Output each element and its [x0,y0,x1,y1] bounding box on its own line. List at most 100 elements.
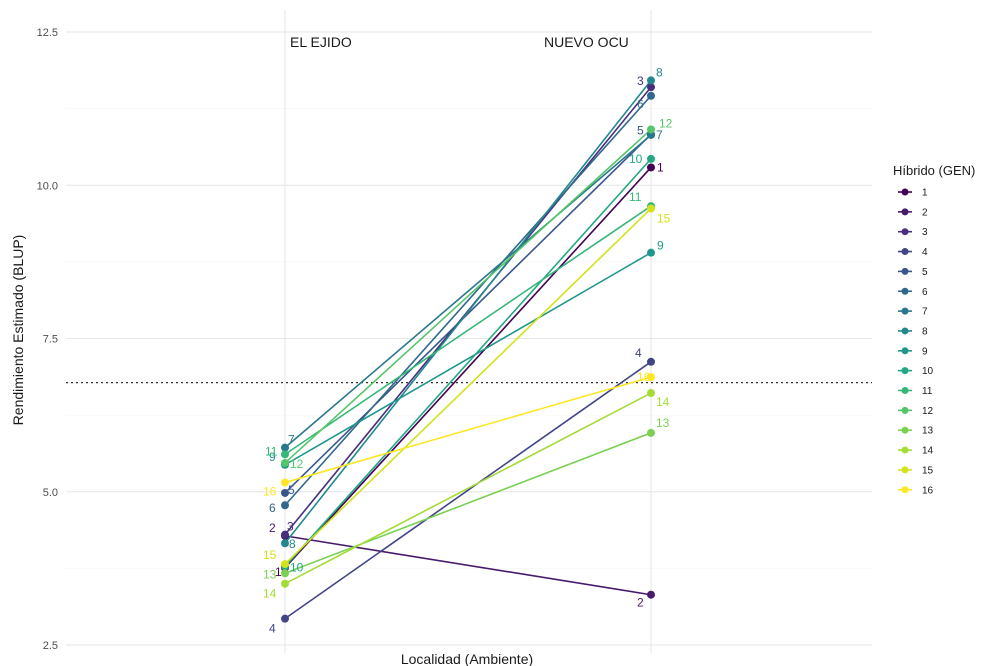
legend-entry-13: 13 [922,426,934,437]
data-point-3 [281,530,289,539]
series-line-1 [284,166,652,569]
legend-entry-5: 5 [922,267,928,278]
point-label-right-12: 12 [659,116,673,130]
series-line-9 [284,251,652,466]
point-label-right-2: 2 [637,596,644,610]
point-label-left-5: 5 [288,483,295,497]
point-label-right-16: 16 [637,370,651,384]
legend-swatch-point-12 [901,406,909,414]
point-label-right-14: 14 [656,395,670,409]
y-tick-label: 10.0 [37,180,58,192]
data-point-8 [647,76,655,85]
legend-entry-11: 11 [922,386,933,397]
data-point-13 [281,569,289,578]
legend-swatch-point-8 [901,327,909,335]
legend-entry-7: 7 [922,307,928,318]
legend-entry-12: 12 [922,406,934,417]
point-label-left-4: 4 [269,622,276,636]
point-label-right-10: 10 [629,152,643,166]
series-line-13 [284,432,652,575]
point-label-left-3: 3 [287,520,294,534]
series-line-4 [284,361,652,620]
legend-swatch-point-7 [901,307,909,315]
point-label-left-15: 15 [263,548,277,562]
data-point-14 [647,389,655,398]
legend-entry-4: 4 [922,247,928,258]
y-axis-title: Rendimiento Estimado (BLUP) [10,235,26,426]
point-label-left-8: 8 [289,537,296,551]
y-tick-label: 7.5 [43,334,58,346]
data-point-1 [647,163,655,172]
series-line-2 [284,535,652,596]
legend-swatch-point-3 [901,228,909,236]
series-line-6 [284,95,652,506]
point-label-right-13: 13 [656,416,670,430]
legend-swatch-point-16 [901,486,909,494]
point-label-right-3: 3 [637,74,644,88]
data-point-5 [281,488,289,497]
series-line-12 [284,128,652,464]
legend-entry-16: 16 [922,485,934,496]
point-label-right-1: 1 [657,160,664,174]
series-line-7 [284,134,652,449]
point-label-left-7: 7 [288,433,295,447]
grid: 2.5 5.0 7.5 10.0 12.5 [37,10,872,653]
legend-swatch-point-11 [901,387,909,394]
legend-swatch-point-4 [901,248,909,256]
legend-entry-2: 2 [922,207,928,218]
legend-title: Híbrido (GEN) [893,163,975,178]
point-label-right-11: 11 [629,190,642,204]
environment-label-nuevo-ocu: NUEVO OCU [544,34,629,50]
legend-swatch-point-15 [901,466,909,474]
series-line-10 [284,158,652,568]
series-line-16 [284,376,652,484]
series-line-15 [284,207,652,565]
legend-entry-1: 1 [922,188,928,199]
data-point-3 [647,83,655,92]
series-lines [284,79,652,620]
x-axis-title: Localidad (Ambiente) [401,651,533,666]
data-point-12 [281,458,289,467]
data-point-15 [647,204,655,213]
data-point-9 [647,248,655,257]
data-point-14 [281,579,289,588]
data-point-8 [281,539,289,548]
data-point-7 [647,130,655,139]
legend-entry-10: 10 [922,366,934,377]
legend-entry-9: 9 [922,346,928,357]
point-label-right-15: 15 [657,212,671,226]
point-label-right-8: 8 [656,65,663,79]
y-tick-label: 12.5 [37,27,58,39]
series-line-8 [284,79,652,544]
data-point-16 [281,478,289,487]
y-tick-label: 5.0 [43,487,58,499]
data-point-4 [647,357,655,366]
data-point-7 [281,443,289,452]
point-label-right-6: 6 [637,97,644,111]
point-label-left-10: 10 [290,561,304,575]
legend-swatch-point-1 [901,188,909,196]
point-label-left-14: 14 [263,587,277,601]
legend-entry-8: 8 [922,326,928,337]
point-label-left-12: 12 [290,457,304,471]
data-point-10 [647,154,655,163]
point-label-right-9: 9 [657,239,664,253]
data-point-12 [647,125,655,134]
legend-swatch-point-5 [901,267,909,275]
data-point-6 [647,91,655,100]
point-label-left-11: 11 [265,444,278,458]
data-point-2 [647,590,655,599]
data-point-6 [281,501,289,510]
legend-swatch-point-9 [901,347,909,355]
point-labels: 1122334455667788991010111112121313141415… [263,65,673,635]
point-label-left-16: 16 [263,485,277,499]
data-point-16 [647,373,655,382]
point-label-right-7: 7 [656,128,663,142]
axes: Rendimiento Estimado (BLUP) Localidad (A… [10,34,629,666]
point-label-right-4: 4 [635,346,642,360]
series-line-14 [284,392,652,585]
legend-entry-15: 15 [922,465,934,476]
